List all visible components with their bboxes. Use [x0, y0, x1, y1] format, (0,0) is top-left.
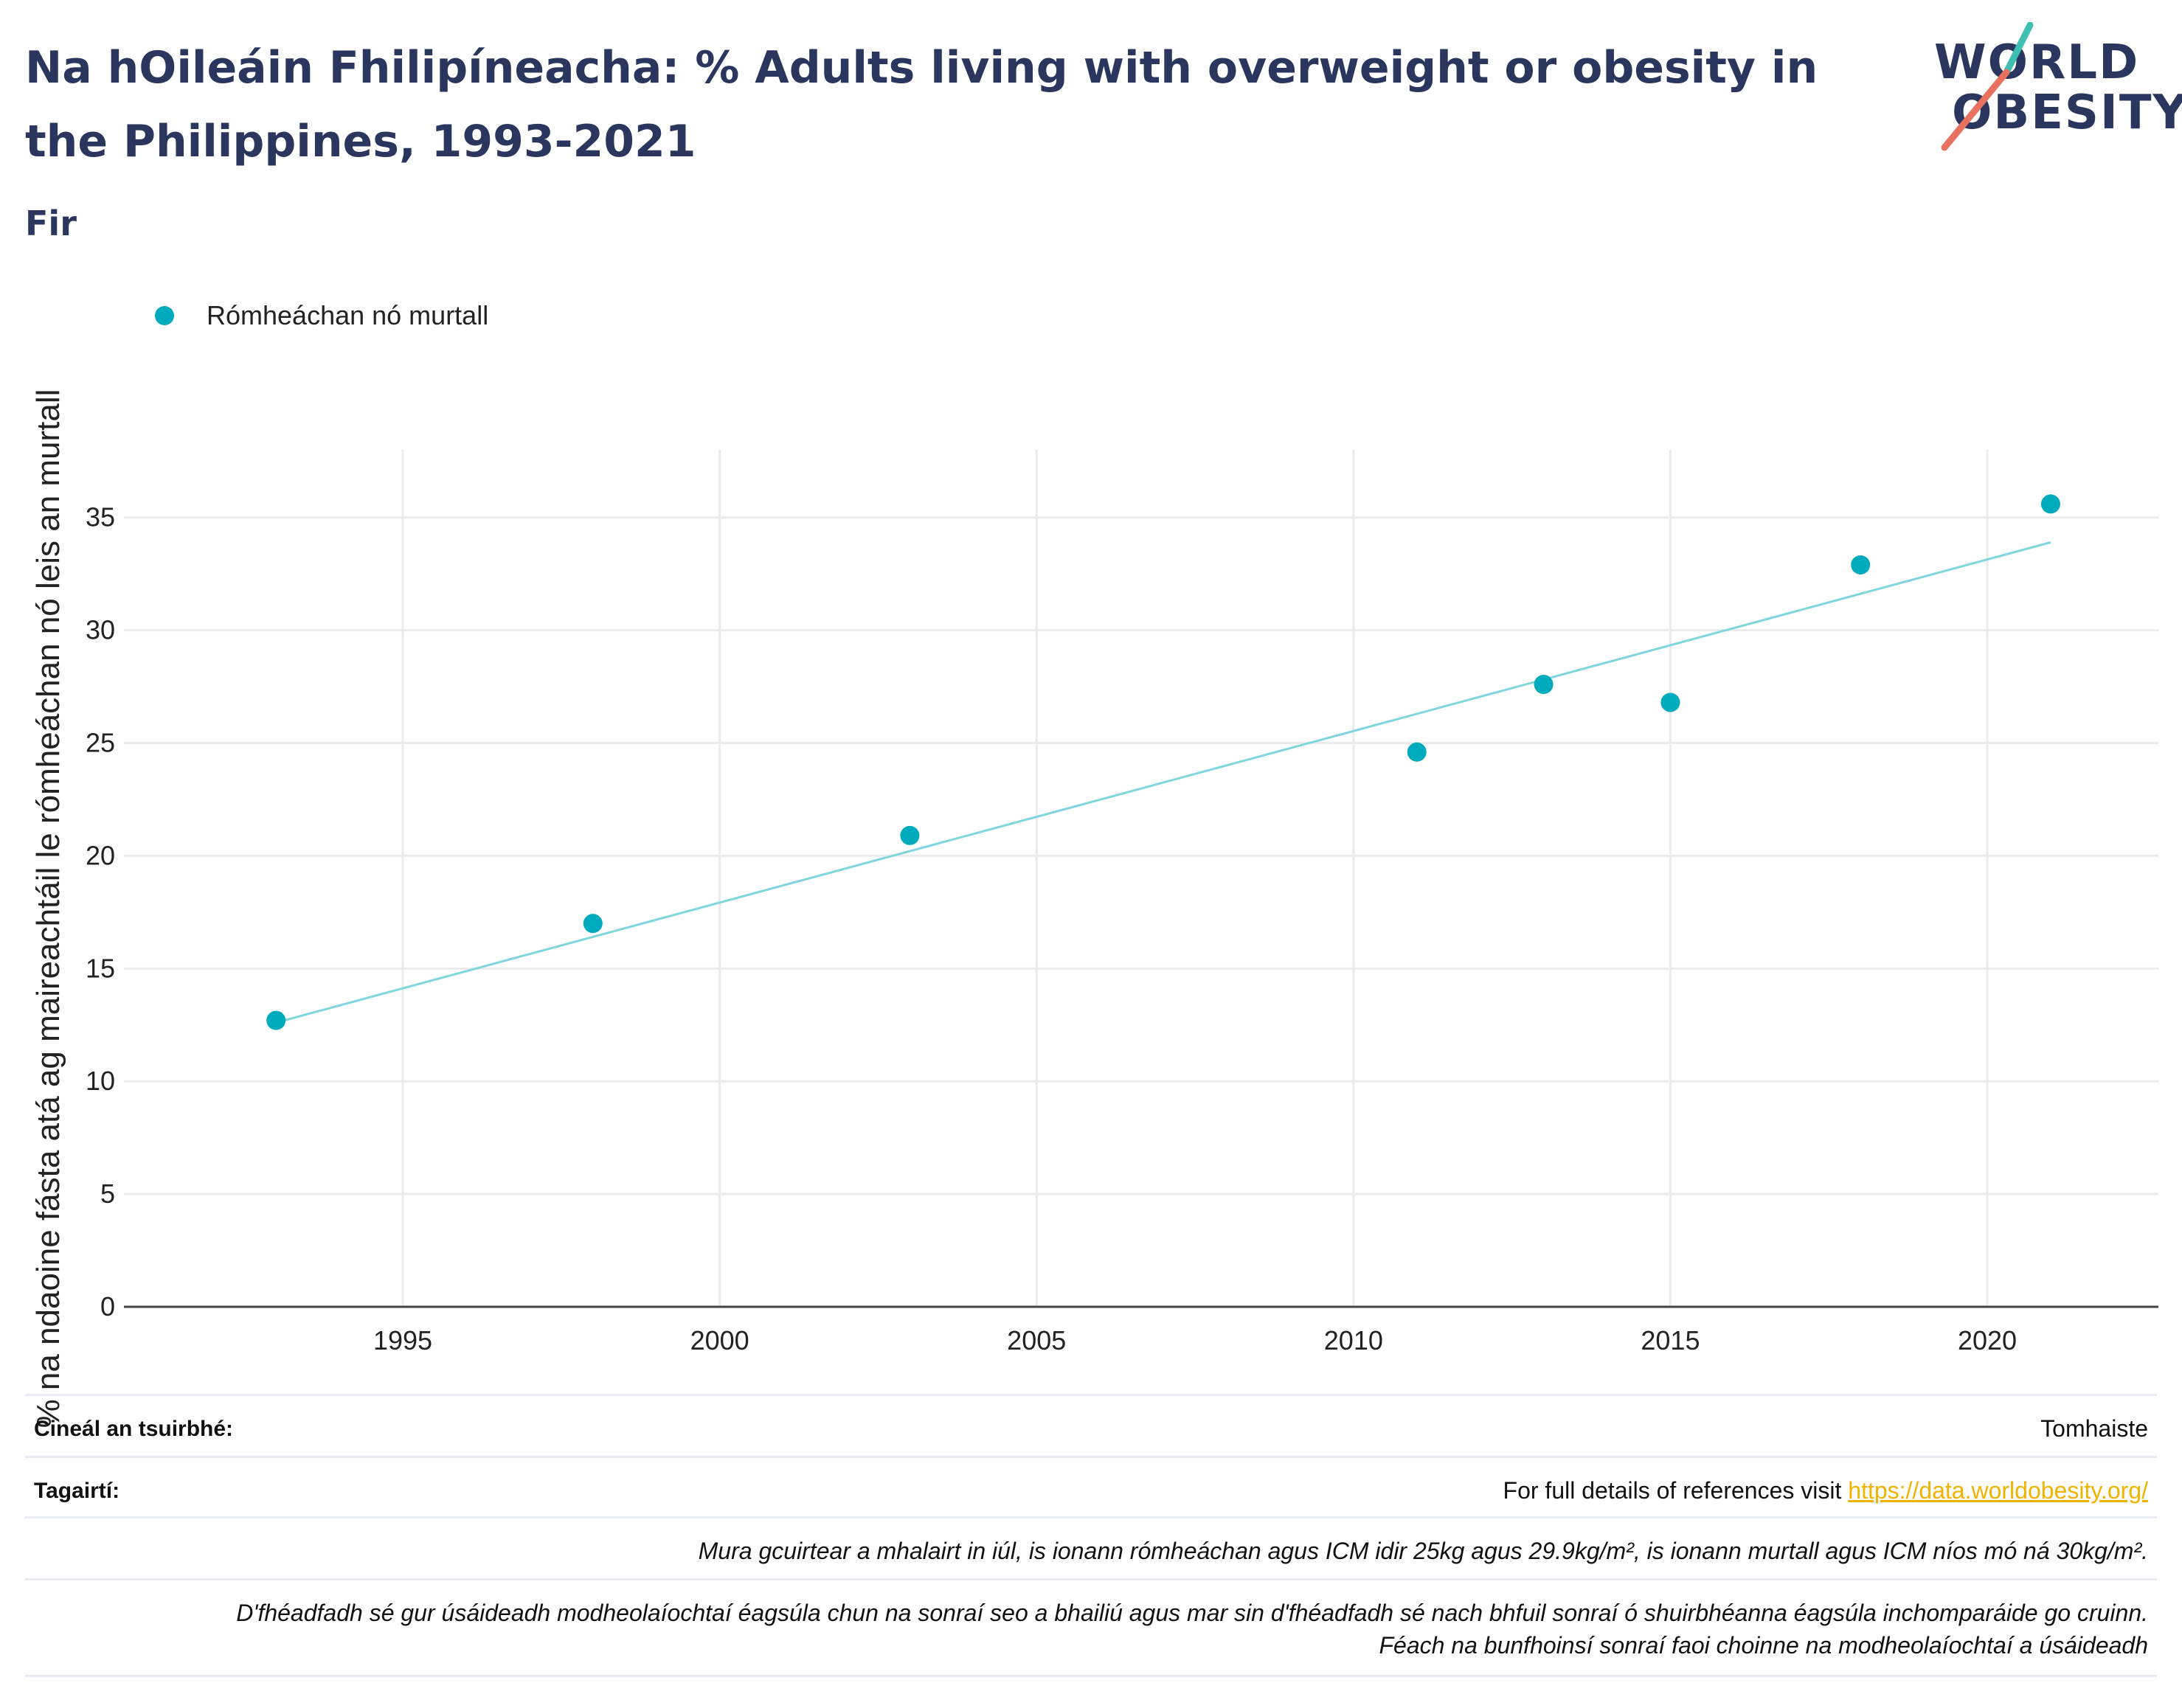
x-tick-label-2005: 2005	[1007, 1325, 1066, 1355]
y-tick-label-10: 10	[86, 1066, 115, 1096]
x-tick-label-2020: 2020	[1958, 1325, 2017, 1355]
y-tick-label-5: 5	[100, 1178, 115, 1209]
world-obesity-logo: WORLD OBESITY	[1925, 22, 2182, 155]
definition-note-row: Mura gcuirtear a mhalairt in iúl, is ion…	[25, 1516, 2157, 1580]
trend-line-group	[275, 541, 2051, 1024]
data-point-2003	[900, 825, 920, 845]
data-point-2013	[1534, 675, 1554, 695]
data-point-2018	[1851, 555, 1871, 574]
references-value: For full details of references visit htt…	[1503, 1477, 2148, 1504]
logo-word-world: WORLD	[1934, 35, 2140, 90]
data-points	[266, 494, 2060, 1030]
chart-subtitle: Fir	[25, 204, 77, 243]
methodology-note-line-2: Féach na bunfhoinsí sonraí faoi choinne …	[1379, 1632, 2148, 1659]
y-tick-label-25: 25	[86, 728, 115, 758]
methodology-note-line-1: D'fhéadfadh sé gur úsáideadh modheolaíoc…	[236, 1600, 2148, 1626]
definition-note: Mura gcuirtear a mhalairt in iúl, is ion…	[698, 1538, 2148, 1564]
x-tick-label-2000: 2000	[690, 1325, 749, 1355]
y-tick-label-15: 15	[86, 953, 115, 983]
chart-title: Na hOileáin Fhilipíneacha: % Adults livi…	[25, 42, 1818, 167]
survey-type-label: Cineál an tsuirbhé:	[34, 1417, 234, 1441]
logo-slash-icon	[1941, 22, 2034, 151]
data-point-2021	[2040, 494, 2060, 514]
data-point-1998	[583, 914, 603, 934]
legend-marker	[155, 306, 174, 325]
survey-type-row: Cineál an tsuirbhé: Tomhaiste	[25, 1394, 2157, 1458]
survey-type-value: Tomhaiste	[2040, 1415, 2148, 1442]
scatter-chart: 0 5 10 15 20 25 30 35 1995 2000 2005 2010 2015 2020	[86, 450, 2158, 1355]
x-tick-label-2010: 2010	[1324, 1325, 1383, 1355]
x-tick-label-2015: 2015	[1641, 1325, 1700, 1355]
data-point-1993	[266, 1010, 286, 1030]
trend-line	[275, 541, 2051, 1024]
grid-lines	[124, 450, 2158, 1307]
methodology-note-row: D'fhéadfadh sé gur úsáideadh modheolaíoc…	[25, 1578, 2157, 1677]
references-link[interactable]: https://data.worldobesity.org/	[1848, 1477, 2148, 1504]
legend-label: Rómheáchan nó murtall	[207, 300, 489, 330]
y-tick-label-0: 0	[100, 1291, 115, 1322]
y-axis-ticks: 0 5 10 15 20 25 30 35	[86, 502, 115, 1322]
x-tick-label-1995: 1995	[373, 1325, 432, 1355]
references-text: For full details of references visit	[1503, 1477, 1849, 1504]
data-point-2011	[1407, 742, 1427, 762]
y-tick-label-35: 35	[86, 502, 115, 532]
data-point-2015	[1660, 692, 1680, 712]
y-tick-label-30: 30	[86, 615, 115, 645]
legend: Rómheáchan nó murtall	[155, 295, 488, 336]
x-axis-ticks: 1995 2000 2005 2010 2015 2020	[373, 1325, 2017, 1355]
y-tick-label-20: 20	[86, 840, 115, 870]
references-label: Tagairtí:	[34, 1479, 120, 1503]
references-row: Tagairtí: For full details of references…	[25, 1456, 2157, 1518]
